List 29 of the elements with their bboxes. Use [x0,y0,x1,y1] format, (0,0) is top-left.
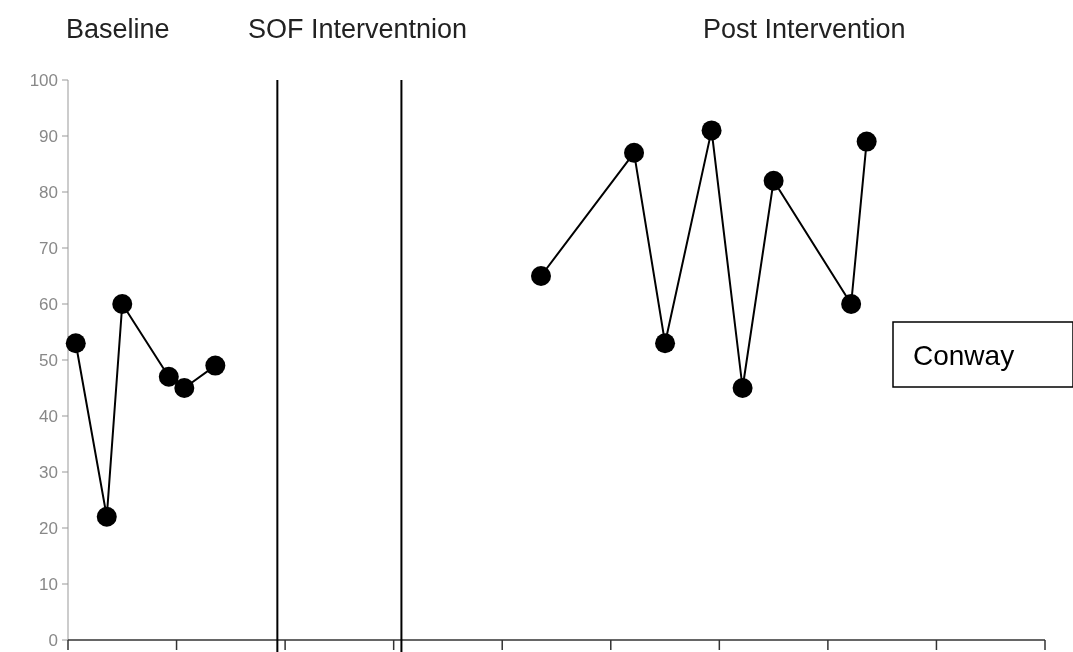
point [701,120,722,141]
point [174,378,195,398]
point [841,294,862,314]
y-tick-label: 30 [39,462,58,482]
point [158,366,179,387]
y-tick-label: 90 [39,126,58,146]
text: Baseline [66,14,170,44]
point [205,355,226,376]
y-tick-label: 100 [29,70,58,90]
point [65,333,86,354]
point [624,142,645,163]
text: Post Intervention [703,14,906,44]
point [655,333,676,354]
point [96,506,117,527]
y-tick-label: 0 [48,630,58,650]
y-tick-label: 60 [39,294,58,314]
y-tick-label: 50 [39,350,58,370]
y-tick-label: 40 [39,406,58,426]
y-tick-label: 10 [39,574,58,594]
point [856,131,877,152]
y-tick-label: 70 [39,238,58,258]
point [530,266,551,286]
point [732,378,753,398]
point [763,170,784,191]
y-tick-label: 20 [39,518,58,538]
y-tick-label: 80 [39,182,58,202]
annotation: Conway [913,339,1015,371]
text: SOF Interventnion [248,14,468,44]
point [112,294,133,314]
